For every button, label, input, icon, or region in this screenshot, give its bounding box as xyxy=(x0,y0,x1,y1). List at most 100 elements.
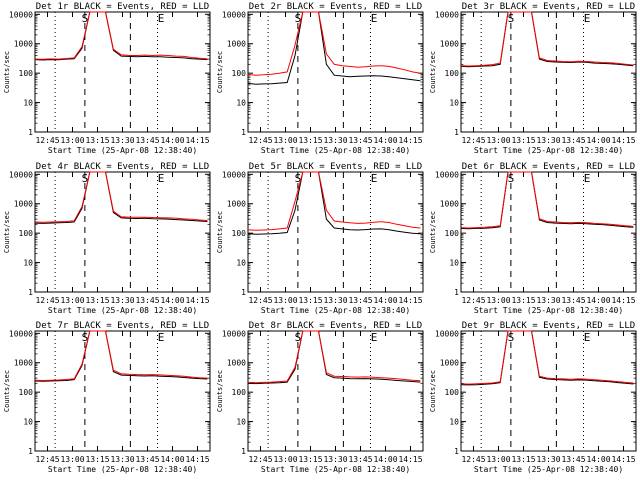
x-tick-label: 14:00 xyxy=(373,455,397,464)
y-tick-label: 10 xyxy=(23,259,33,268)
marker-label: S xyxy=(82,172,89,185)
x-tick-label: 14:15 xyxy=(398,296,422,305)
x-tick-label: 13:30 xyxy=(110,455,134,464)
y-tick-label: 10 xyxy=(236,99,246,108)
panel-5: Det 5r BLACK = Events, RED = LLD 1 10 100 10… xyxy=(216,162,424,315)
marker-label: E xyxy=(584,331,591,344)
panel-8: Det 8r BLACK = Events, RED = LLD 1 10 100 10… xyxy=(216,321,424,474)
x-tick-label: 13:00 xyxy=(273,296,297,305)
x-axis-label: Start Time (25-Apr-08 12:38:40) xyxy=(261,306,410,315)
y-tick-label: 10 xyxy=(236,418,246,427)
marker-label: S xyxy=(295,12,302,25)
x-tick-label: 12:45 xyxy=(461,136,485,145)
y-tick-label: 1000 xyxy=(440,40,459,49)
x-tick-label: 13:15 xyxy=(298,455,322,464)
x-tick-label: 13:30 xyxy=(323,455,347,464)
y-tick-label: 100 xyxy=(19,69,34,78)
marker-label: E xyxy=(158,12,165,25)
y-tick-label: 100 xyxy=(445,388,460,397)
x-tick-label: 13:30 xyxy=(536,455,560,464)
y-tick-label: 1 xyxy=(241,288,246,297)
plot-frame xyxy=(34,171,211,293)
y-tick-label: 1 xyxy=(454,447,459,456)
x-tick-label: 14:15 xyxy=(398,455,422,464)
x-tick-label: 14:00 xyxy=(586,136,610,145)
x-axis-label: Start Time (25-Apr-08 12:38:40) xyxy=(474,146,623,155)
y-axis-label: Counts/sec xyxy=(3,370,11,412)
series-events-line xyxy=(34,330,208,382)
series-lld-line xyxy=(247,11,421,76)
series-lld-line xyxy=(247,171,421,231)
panel-9: Det 9r BLACK = Events, RED = LLD 1 10 100 10… xyxy=(429,321,637,474)
x-tick-label: 13:45 xyxy=(348,296,372,305)
x-tick-label: 12:45 xyxy=(248,136,272,145)
x-tick-label: 14:00 xyxy=(160,136,184,145)
x-tick-label: 13:45 xyxy=(561,296,585,305)
x-tick-label: 13:30 xyxy=(110,296,134,305)
series-lld-line xyxy=(460,11,634,67)
series-lld-line xyxy=(247,330,421,384)
series-events-line xyxy=(247,11,421,85)
y-tick-label: 1000 xyxy=(14,359,33,368)
x-tick-label: 12:45 xyxy=(248,455,272,464)
series-events-line xyxy=(460,11,634,68)
marker-label: E xyxy=(158,172,165,185)
x-tick-label: 14:15 xyxy=(611,136,635,145)
x-tick-label: 14:15 xyxy=(611,296,635,305)
series-events-line xyxy=(34,171,208,224)
y-tick-label: 10000 xyxy=(9,329,33,338)
x-tick-label: 13:45 xyxy=(561,455,585,464)
series-lld-line xyxy=(460,171,634,229)
y-tick-label: 10 xyxy=(236,259,246,268)
panel-title: Det 6r BLACK = Events, RED = LLD xyxy=(462,162,635,172)
y-tick-label: 1000 xyxy=(440,200,459,209)
marker-label: E xyxy=(158,331,165,344)
y-tick-label: 10000 xyxy=(222,329,246,338)
x-tick-label: 13:00 xyxy=(60,296,84,305)
y-tick-label: 100 xyxy=(232,229,247,238)
x-tick-label: 14:00 xyxy=(586,296,610,305)
x-tick-label: 13:30 xyxy=(323,296,347,305)
y-tick-label: 10 xyxy=(449,418,459,427)
series-events-line xyxy=(34,11,208,61)
y-tick-label: 1 xyxy=(454,288,459,297)
x-tick-label: 13:15 xyxy=(85,455,109,464)
x-tick-label: 14:15 xyxy=(185,296,209,305)
x-tick-label: 13:15 xyxy=(511,296,535,305)
panel-title: Det 1r BLACK = Events, RED = LLD xyxy=(36,2,209,12)
x-tick-label: 14:00 xyxy=(586,455,610,464)
y-tick-label: 1 xyxy=(241,447,246,456)
y-axis-label: Counts/sec xyxy=(429,370,437,412)
y-tick-label: 10000 xyxy=(9,170,33,179)
y-tick-label: 10000 xyxy=(222,10,246,19)
panel-1: Det 1r BLACK = Events, RED = LLD 1 10 100 10… xyxy=(3,2,211,155)
series-lld-line xyxy=(34,330,208,382)
panel-3: Det 3r BLACK = Events, RED = LLD 1 10 100 10… xyxy=(429,2,637,155)
panel-4: Det 4r BLACK = Events, RED = LLD 1 10 100 10… xyxy=(3,162,211,315)
y-tick-label: 100 xyxy=(232,388,247,397)
x-tick-label: 14:15 xyxy=(398,136,422,145)
x-tick-label: 13:00 xyxy=(486,296,510,305)
y-tick-label: 1 xyxy=(241,128,246,137)
y-tick-label: 1 xyxy=(454,128,459,137)
x-tick-label: 14:15 xyxy=(185,455,209,464)
x-tick-label: 14:00 xyxy=(373,136,397,145)
x-tick-label: 14:00 xyxy=(373,296,397,305)
panel-2: Det 2r BLACK = Events, RED = LLD 1 10 100 10… xyxy=(216,2,424,155)
y-tick-label: 1000 xyxy=(227,359,246,368)
y-axis-label: Counts/sec xyxy=(3,51,11,93)
x-axis-label: Start Time (25-Apr-08 12:38:40) xyxy=(474,306,623,315)
y-axis-label: Counts/sec xyxy=(216,370,224,412)
series-lld-line xyxy=(34,11,208,60)
plot-frame xyxy=(247,171,424,293)
x-tick-label: 13:15 xyxy=(85,296,109,305)
x-tick-label: 12:45 xyxy=(461,455,485,464)
y-tick-label: 100 xyxy=(19,229,34,238)
x-tick-label: 13:00 xyxy=(486,136,510,145)
x-tick-label: 13:45 xyxy=(135,296,159,305)
y-tick-label: 100 xyxy=(232,69,247,78)
y-tick-label: 1000 xyxy=(14,40,33,49)
y-tick-label: 10000 xyxy=(435,170,459,179)
series-events-line xyxy=(247,330,421,385)
